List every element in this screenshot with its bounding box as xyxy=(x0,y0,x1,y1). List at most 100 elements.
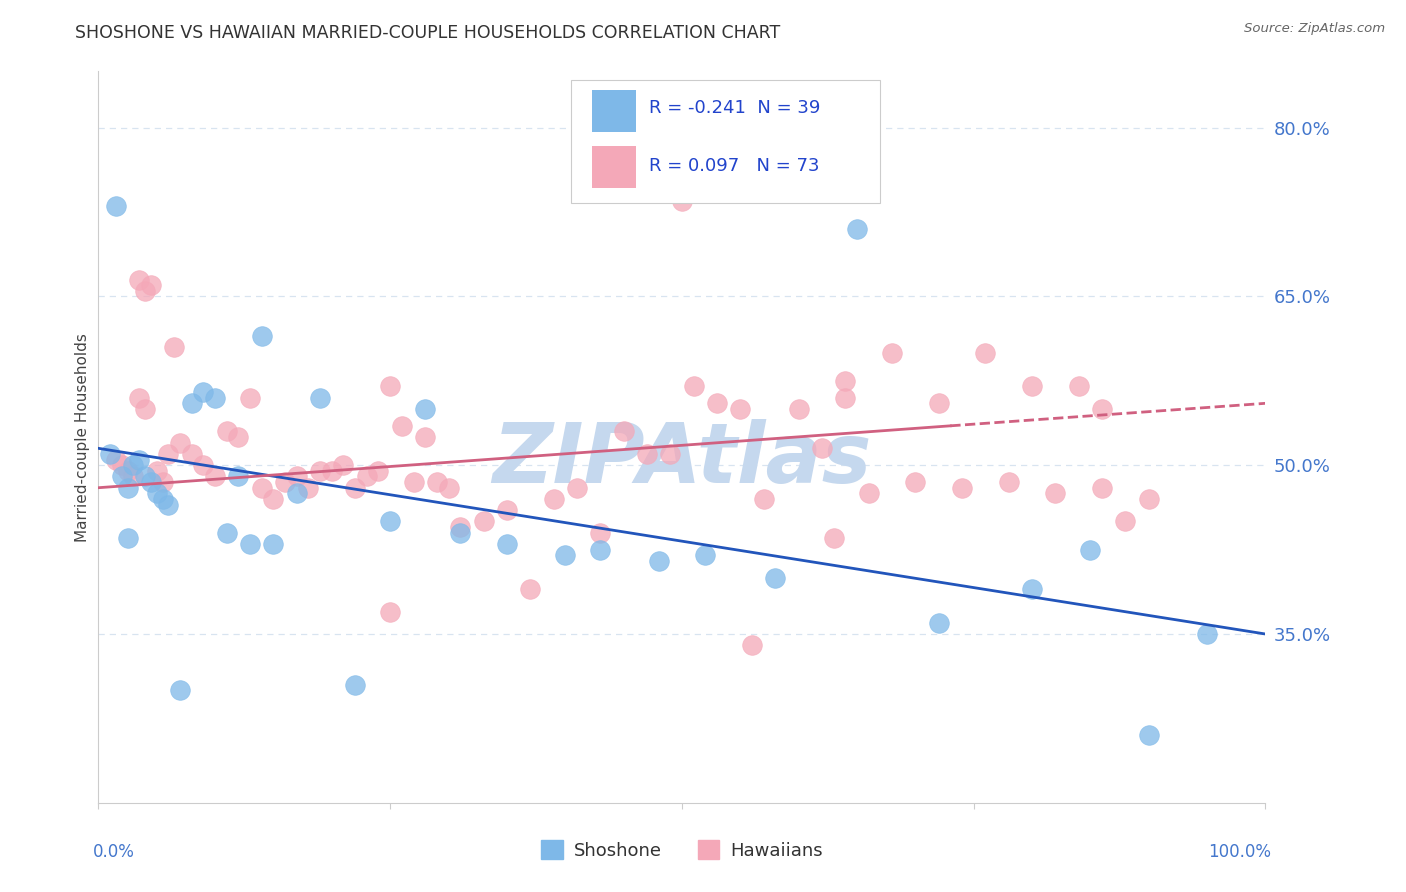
Point xyxy=(309,464,332,478)
Point xyxy=(193,385,215,400)
Point xyxy=(228,430,250,444)
Point xyxy=(741,638,763,652)
Text: 100.0%: 100.0% xyxy=(1208,843,1271,861)
Point xyxy=(682,379,704,393)
Point xyxy=(122,469,145,483)
Text: R = 0.097   N = 73: R = 0.097 N = 73 xyxy=(650,158,820,176)
Point xyxy=(228,469,250,483)
Point xyxy=(846,222,869,236)
Point xyxy=(565,481,588,495)
Text: Source: ZipAtlas.com: Source: ZipAtlas.com xyxy=(1244,22,1385,36)
Point xyxy=(554,548,576,562)
Point xyxy=(134,469,156,483)
Point xyxy=(193,458,215,473)
Point xyxy=(752,491,775,506)
Point xyxy=(285,469,308,483)
Point xyxy=(163,340,186,354)
Point xyxy=(695,548,717,562)
Point xyxy=(250,481,273,495)
Point xyxy=(146,486,169,500)
Point xyxy=(413,430,436,444)
Point xyxy=(250,328,273,343)
Point xyxy=(215,525,238,540)
Point xyxy=(152,491,174,506)
Point xyxy=(543,491,565,506)
Point xyxy=(117,464,139,478)
Point xyxy=(215,425,238,439)
Point xyxy=(122,458,145,473)
Point xyxy=(139,475,162,489)
Point xyxy=(1091,401,1114,416)
Point xyxy=(1067,379,1090,393)
Point xyxy=(928,396,950,410)
Point xyxy=(104,452,127,467)
Legend: Shoshone, Hawaiians: Shoshone, Hawaiians xyxy=(541,840,823,860)
Point xyxy=(974,345,997,359)
Point xyxy=(157,447,180,461)
Point xyxy=(262,537,284,551)
Point xyxy=(180,396,202,410)
Point xyxy=(671,194,693,208)
Point xyxy=(402,475,425,489)
Point xyxy=(449,520,471,534)
FancyBboxPatch shape xyxy=(592,90,637,132)
Point xyxy=(239,537,262,551)
Point xyxy=(1137,728,1160,742)
Point xyxy=(1080,542,1102,557)
Point xyxy=(612,425,634,439)
Point xyxy=(134,401,156,416)
Text: ZIPAtlas: ZIPAtlas xyxy=(492,418,872,500)
Point xyxy=(589,542,612,557)
Point xyxy=(519,582,541,596)
Point xyxy=(834,391,856,405)
Point xyxy=(344,678,367,692)
Point xyxy=(1137,491,1160,506)
Point xyxy=(1045,486,1067,500)
Point xyxy=(344,481,367,495)
Point xyxy=(104,199,127,213)
Point xyxy=(1091,481,1114,495)
Point xyxy=(180,447,202,461)
Point xyxy=(169,683,191,698)
Point xyxy=(496,503,519,517)
Point xyxy=(1114,515,1136,529)
Point xyxy=(146,464,169,478)
Point xyxy=(152,475,174,489)
Point xyxy=(823,532,845,546)
Point xyxy=(117,481,139,495)
FancyBboxPatch shape xyxy=(592,146,637,188)
Point xyxy=(204,469,226,483)
Text: 0.0%: 0.0% xyxy=(93,843,135,861)
Point xyxy=(309,391,332,405)
Point xyxy=(380,605,402,619)
Point xyxy=(1197,627,1219,641)
Point xyxy=(204,391,226,405)
Point xyxy=(858,486,880,500)
Point xyxy=(391,418,413,433)
Y-axis label: Married-couple Households: Married-couple Households xyxy=(75,333,90,541)
Point xyxy=(811,442,834,456)
Point xyxy=(1021,582,1043,596)
FancyBboxPatch shape xyxy=(571,80,880,203)
Point xyxy=(928,615,950,630)
Point xyxy=(763,571,786,585)
Point xyxy=(636,447,658,461)
Point xyxy=(589,525,612,540)
Point xyxy=(169,435,191,450)
Point xyxy=(950,481,973,495)
Point xyxy=(380,515,402,529)
Point xyxy=(139,278,162,293)
Point xyxy=(730,401,752,416)
Point xyxy=(472,515,495,529)
Point xyxy=(332,458,354,473)
Point xyxy=(356,469,378,483)
Point xyxy=(321,464,343,478)
Point xyxy=(787,401,810,416)
Point xyxy=(128,272,150,286)
Point xyxy=(297,481,319,495)
Point xyxy=(426,475,449,489)
Point xyxy=(111,469,134,483)
Point xyxy=(285,486,308,500)
Point xyxy=(128,391,150,405)
Point xyxy=(117,532,139,546)
